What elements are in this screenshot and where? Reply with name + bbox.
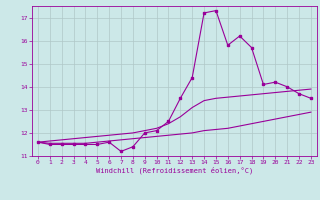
X-axis label: Windchill (Refroidissement éolien,°C): Windchill (Refroidissement éolien,°C) [96,167,253,174]
